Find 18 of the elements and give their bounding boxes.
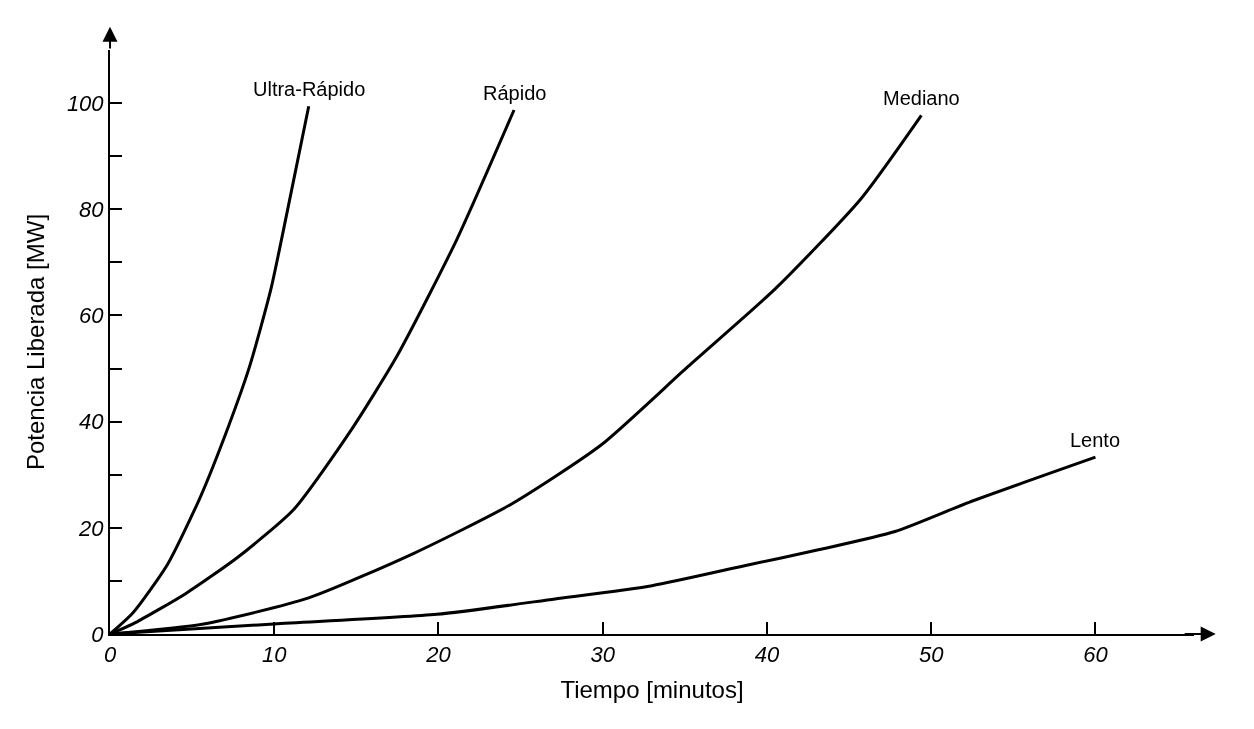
y-tick-label: 80 — [79, 196, 105, 222]
x-tick-label: 10 — [262, 642, 288, 668]
series-label: Mediano — [883, 87, 960, 109]
x-tick-label: 30 — [590, 642, 616, 668]
y-tick-label: 40 — [79, 409, 105, 435]
series-label: Ultra-Rápido — [253, 78, 366, 100]
x-tick-label: 50 — [918, 642, 945, 668]
y-axis-title: Potencia Liberada [MW] — [22, 213, 50, 471]
y-tick-label: 0 — [91, 621, 105, 647]
y-tick-label: 20 — [78, 515, 105, 541]
series-label: Lento — [1070, 429, 1121, 451]
x-tick-label: 40 — [754, 642, 780, 668]
x-tick-label: 60 — [1083, 642, 1109, 668]
x-tick-label: 20 — [425, 642, 452, 668]
y-tick-label: 100 — [66, 90, 105, 116]
series-label: Rápido — [483, 82, 547, 104]
x-axis-title: Tiempo [minutos] — [560, 676, 744, 704]
y-tick-label: 60 — [79, 303, 105, 329]
